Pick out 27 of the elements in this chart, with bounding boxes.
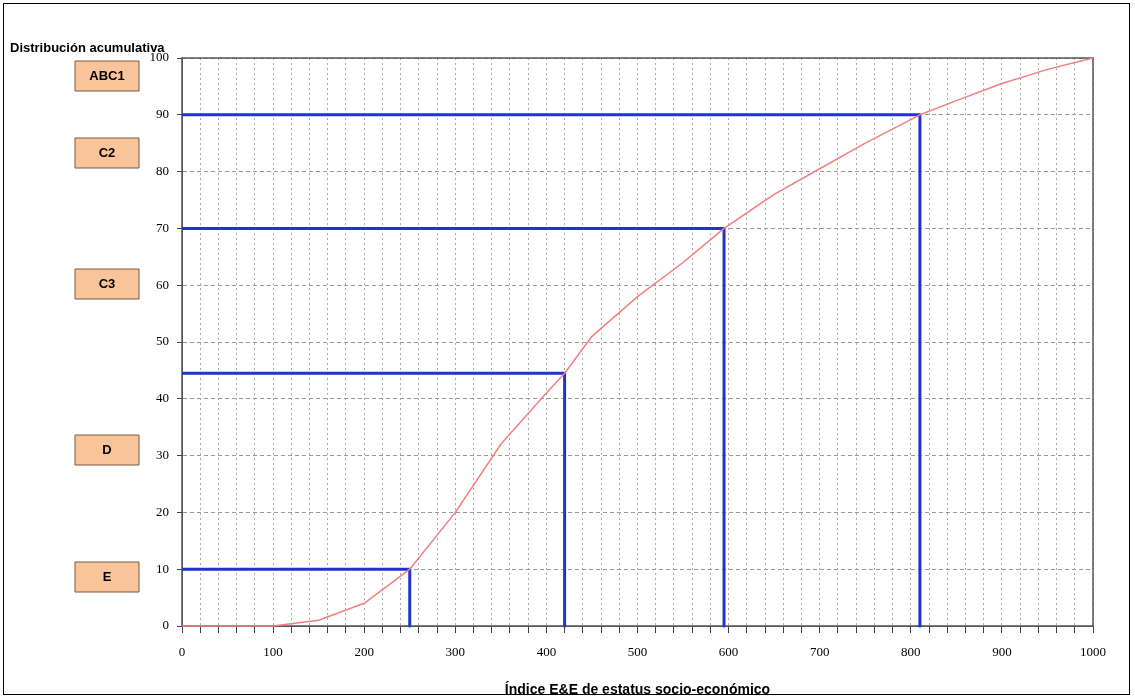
y-tick-label: 0 bbox=[162, 617, 169, 633]
text: ABC1 bbox=[89, 67, 125, 83]
y-tick-label: 10 bbox=[156, 560, 169, 576]
y-tick-label: 40 bbox=[156, 390, 169, 406]
text: C2 bbox=[98, 144, 116, 160]
x-tick-label: 200 bbox=[354, 644, 374, 660]
y-tick-label: 90 bbox=[156, 106, 169, 122]
text: D bbox=[102, 441, 112, 457]
x-tick-label: 0 bbox=[178, 644, 186, 660]
y-tick-label: 80 bbox=[156, 163, 169, 179]
text: E bbox=[102, 568, 112, 584]
x-axis-title: Índice E&E de estatus socio-económico bbox=[504, 681, 771, 697]
x-tick-label: 700 bbox=[809, 644, 830, 660]
x-tick-label: 900 bbox=[992, 644, 1012, 660]
y-tick-label: 60 bbox=[156, 276, 169, 292]
y-tick-label: 50 bbox=[156, 333, 169, 349]
text: C3 bbox=[98, 275, 116, 291]
x-tick-label: 400 bbox=[536, 644, 557, 660]
x-tick-label: 100 bbox=[263, 644, 283, 660]
y-tick-label: 70 bbox=[156, 219, 169, 235]
x-tick-label: 600 bbox=[718, 644, 739, 660]
x-tick-label: 1000 bbox=[1080, 644, 1106, 660]
x-tick-label: 800 bbox=[901, 644, 921, 660]
y-tick-label: 30 bbox=[156, 447, 169, 463]
y-tick-label: 20 bbox=[156, 503, 169, 519]
x-tick-label: 500 bbox=[627, 644, 648, 660]
x-tick-label: 300 bbox=[445, 644, 466, 660]
